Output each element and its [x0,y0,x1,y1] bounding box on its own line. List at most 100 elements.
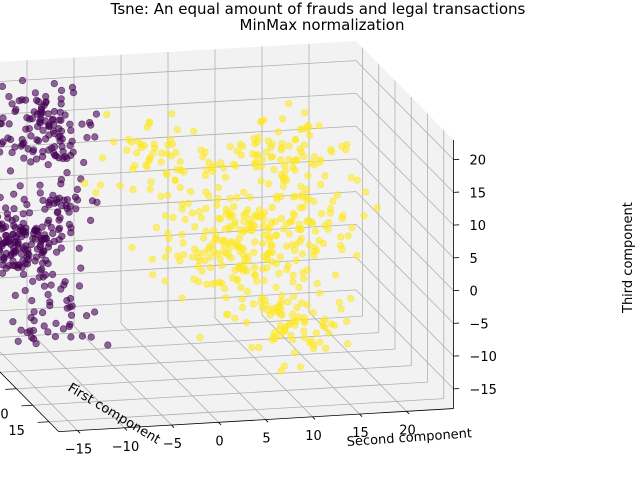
legal-point [178,231,186,239]
legal-point [213,201,221,209]
legal-point [325,329,333,337]
legal-point [237,151,245,159]
x-tick-label: 10 [0,407,9,422]
gridline-z-side [355,256,454,357]
legal-point [232,242,240,250]
legal-point [292,240,300,248]
fraud-point [90,308,99,316]
legal-point [281,327,289,335]
fraud-point [55,194,63,202]
legal-point [176,183,184,192]
fraud-point [63,169,71,177]
fraud-point [57,244,65,252]
legal-point [285,100,293,108]
fraud-point [30,108,38,116]
fraud-point [33,122,42,131]
legal-point [179,239,187,247]
legal-point [190,127,198,135]
legal-point [202,227,210,235]
legal-point [271,232,280,240]
legal-point [280,225,288,233]
fraud-point [56,132,64,140]
legal-point [264,137,273,145]
fraud-point [31,89,40,97]
gridline-z-side [355,93,454,193]
z-tick-label: 0 [470,285,478,300]
fraud-point [57,95,65,103]
legal-point [260,252,268,260]
legal-point [281,161,289,170]
legal-point [187,188,195,196]
gridline-y-floor [73,325,172,426]
fraud-point [15,97,23,105]
legal-point [188,209,197,217]
y-tick-mark [77,430,81,434]
fraud-point [10,190,18,198]
fraud-point [38,309,47,317]
fraud-point [52,248,61,256]
legal-point [303,301,311,309]
legal-point [297,234,305,243]
legal-point [278,291,286,299]
legal-point [289,278,297,286]
legal-point [272,260,280,268]
legal-point [276,310,285,318]
fraud-point [22,228,30,236]
fraud-point [61,111,69,119]
legal-point [164,191,172,199]
y-tick-label: 0 [215,434,223,449]
fraud-point [27,158,35,166]
legal-point [309,341,318,349]
legal-point [289,193,298,201]
fraud-point [66,120,74,128]
fraud-point [50,143,59,151]
y-tick-mark [218,422,222,426]
x-tick-label: 15 [8,424,25,439]
legal-point [280,362,289,370]
fraud-point [72,205,80,213]
legal-point [244,206,252,214]
fraud-point [0,138,7,146]
legal-point [146,185,154,193]
fraud-point [92,110,100,118]
fraud-point [52,319,60,328]
y-tick-label: 10 [305,429,322,444]
fraud-point [7,250,15,258]
fraud-point [0,214,2,220]
legal-point [221,173,229,181]
fraud-point [39,273,47,281]
legal-point [277,367,285,375]
legal-point [109,138,118,146]
z-tick-label: −10 [470,350,497,365]
legal-point [296,363,305,371]
legal-point [163,150,171,158]
legal-point [295,313,303,321]
z-tick-label: −5 [470,317,489,332]
x-tick-mark [5,388,17,390]
fraud-point [19,270,28,279]
legal-point [216,255,224,263]
legal-point [250,248,258,256]
legal-point [230,203,238,211]
legal-point [199,234,208,242]
fraud-point [8,148,16,157]
fraud-point [0,269,7,277]
legal-point [333,191,341,199]
legal-point [103,110,111,119]
legal-point [270,307,279,316]
floor-pane-z [0,309,454,432]
axes-gridlines [0,43,454,431]
legal-point [195,208,204,216]
legal-point [165,234,173,242]
legal-point [289,292,298,301]
fraud-point [39,148,47,156]
legal-point [347,294,355,303]
fraud-point [16,182,24,190]
fraud-point [20,195,28,203]
legal-point [286,320,294,328]
fraud-point [40,282,49,290]
fraud-point [18,76,27,85]
legal-point [297,225,305,233]
legal-point [327,145,335,154]
legal-point [303,266,312,274]
